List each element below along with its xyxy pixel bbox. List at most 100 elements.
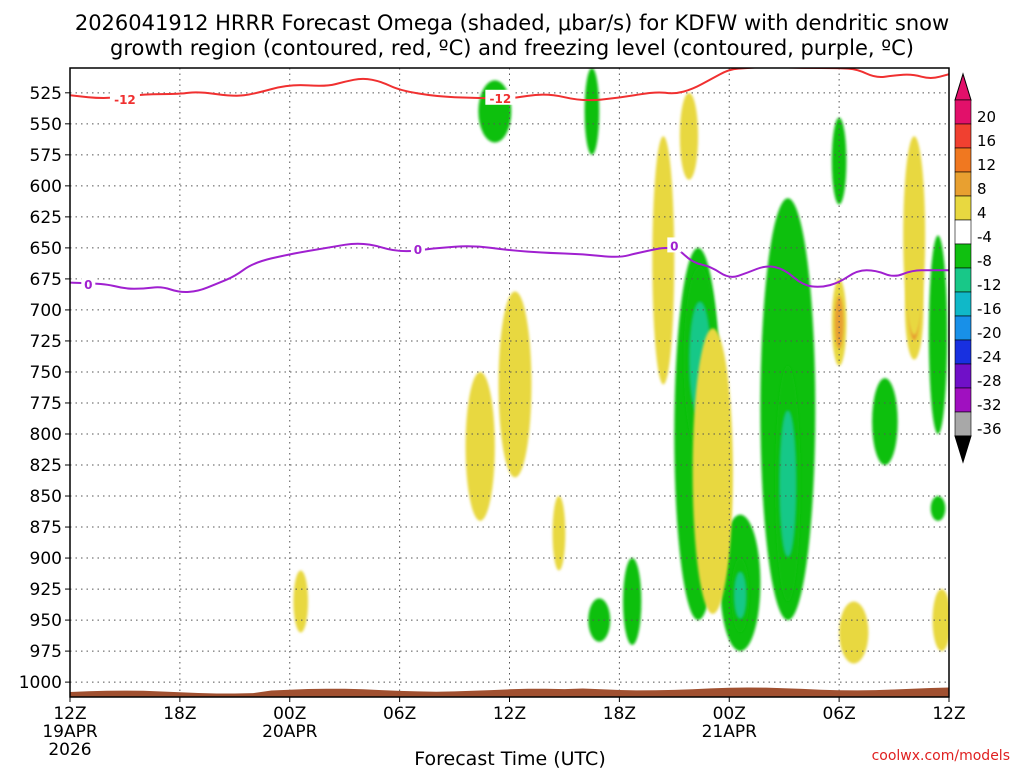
chart-title-line2: growth region (contoured, red, ºC) and f… (110, 36, 914, 60)
omega-feature-upward-low-core (731, 558, 750, 633)
colorbar-swatch-4 (954, 195, 972, 221)
y-axis: 525 550 575 600 625 650 675 700 725 750 775 800 825 8… (19, 84, 70, 693)
x-tick-date-0: 19APR (42, 722, 98, 742)
chart-title-line1: 2026041912 HRRR Forecast Omega (shaded, … (75, 11, 949, 35)
omega-feature-rise-east (831, 117, 847, 205)
omega-level-4 (293, 570, 309, 633)
y-tick-label-800: 800 (30, 425, 62, 445)
y-tick-label-875: 875 (30, 518, 62, 538)
colorbar-swatch-8 (954, 291, 972, 317)
colorbar-label-10: -24 (977, 348, 1002, 366)
freezing-label-a-bg (81, 275, 96, 291)
colorbar-swatch-3 (954, 171, 972, 197)
omega-feature-sink-east2 (839, 601, 869, 664)
terrain-fill (70, 687, 949, 697)
omega-level-neg8 (584, 68, 600, 155)
freezing-label-a: 0 (84, 278, 92, 292)
omega-feature-sink-east4 (903, 136, 926, 335)
omega-feature-rise-upper (478, 80, 512, 143)
omega-level-neg8 (478, 80, 512, 143)
x-tick-label-42: 06Z (822, 704, 855, 724)
colorbar-swatch-0 (954, 99, 972, 125)
colorbar-swatch-9 (954, 315, 972, 341)
y-tick-label-525: 525 (30, 84, 62, 104)
colorbar-swatch-6 (954, 243, 972, 269)
colorbar-swatch-12 (954, 387, 972, 413)
omega-level-neg8 (623, 558, 642, 645)
omega-feature-sink-edge (932, 589, 949, 652)
omega-level-neg8 (930, 496, 946, 521)
colorbar-label-13: -36 (977, 420, 1002, 438)
x-tick-date-36: 21APR (702, 722, 758, 742)
y-tick-label-950: 950 (30, 611, 62, 631)
freezing-label-b: 0 (414, 243, 422, 257)
freezing-label-c: 0 (670, 239, 678, 253)
omega-level-4 (652, 136, 675, 385)
dgz-label-a-bg (109, 91, 140, 107)
y-tick-label-550: 550 (30, 115, 62, 135)
colorbar-label-3: 8 (977, 180, 987, 198)
y-tick-label-675: 675 (30, 270, 62, 290)
omega-feature-downward-upper (679, 92, 699, 180)
colorbar-label-11: -28 (977, 372, 1002, 390)
dgz-label-b-bg (485, 89, 516, 105)
x-tick-label-24: 12Z (493, 704, 526, 724)
colorbar-label-1: 16 (977, 132, 996, 150)
colorbar-bottom-arrow (954, 435, 972, 464)
omega-feature-sink-low2 (552, 496, 566, 571)
colorbar-label-8: -16 (977, 300, 1002, 318)
colorbar-label-4: 4 (977, 204, 987, 222)
omega-feature-sink-sfc (293, 570, 309, 633)
omega-level-neg8 (928, 235, 948, 434)
colorbar-label-7: -12 (977, 276, 1002, 294)
colorbar-label-12: -32 (977, 396, 1002, 414)
y-tick-label-925: 925 (30, 580, 62, 600)
grid-lines (70, 68, 949, 697)
omega-level-4 (932, 589, 949, 652)
terrain (70, 687, 949, 697)
credit-text: coolwx.com/models (872, 748, 1010, 764)
omega-level-4 (465, 371, 495, 521)
omega-level-neg12 (734, 572, 746, 619)
x-tick-label-0: 12Z (53, 704, 86, 724)
omega-feature-sink-mid (498, 291, 532, 478)
x-tick-label-18: 06Z (383, 704, 416, 724)
x-tick-label-12: 00Z (273, 704, 306, 724)
omega-level-4 (692, 328, 733, 614)
y-tick-label-975: 975 (30, 642, 62, 662)
omega-level-neg12 (779, 411, 796, 557)
y-tick-label-850: 850 (30, 487, 62, 507)
dgz-label-a: -12 (114, 93, 136, 107)
omega-feature-rise-east2 (872, 378, 898, 466)
freezing-label-c-bg (667, 237, 682, 253)
x-tick-year-0: 2026 (48, 740, 91, 760)
colorbar-swatch-11 (954, 363, 972, 389)
colorbar-swatch-5 (954, 219, 972, 245)
omega-feature-rise-edge2 (930, 496, 946, 521)
colorbar-label-9: -20 (977, 324, 1002, 342)
omega-feature-rise-upper2 (584, 68, 600, 155)
colorbar-swatch-10 (954, 339, 972, 365)
colorbar-swatch-13 (954, 411, 972, 437)
y-tick-label-775: 775 (30, 394, 62, 414)
omega-level-4 (903, 136, 926, 335)
freezing-label-b-bg (410, 241, 425, 257)
y-tick-label-700: 700 (30, 301, 62, 321)
omega-level-neg8 (872, 378, 898, 466)
y-tick-label-650: 650 (30, 239, 62, 259)
colorbar-swatch-1 (954, 123, 972, 149)
x-tick-label-30: 18Z (603, 704, 636, 724)
omega-level-neg8 (831, 117, 847, 205)
x-axis-label: Forecast Time (UTC) (414, 748, 605, 768)
freezing-level-line (70, 242, 949, 294)
colorbar-swatch-2 (954, 147, 972, 173)
y-tick-label-825: 825 (30, 456, 62, 476)
omega-level-4 (552, 496, 566, 571)
omega-level-4 (839, 601, 869, 664)
colorbar: 20 16 12 8 4 -4 -8 -12 -16 -20 -24 -28 -32 -36 (954, 72, 1002, 464)
colorbar-label-5: -4 (977, 228, 992, 246)
y-tick-label-625: 625 (30, 208, 62, 228)
colorbar-swatch-7 (954, 267, 972, 293)
omega-feature-rise-low (623, 558, 642, 645)
